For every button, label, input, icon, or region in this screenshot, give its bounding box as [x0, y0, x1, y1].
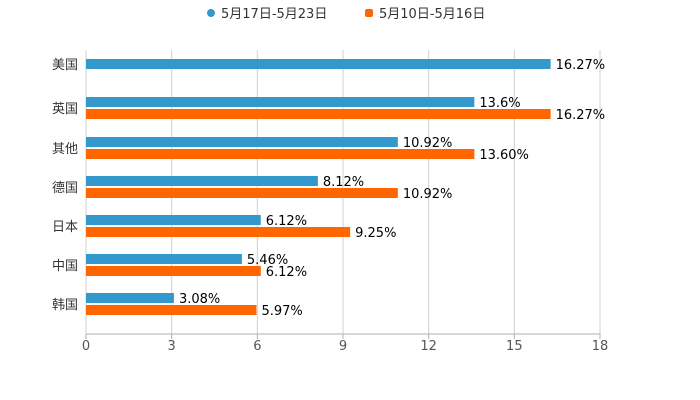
- bar-series-1[interactable]: [86, 254, 242, 264]
- data-label: 5.97%: [261, 304, 302, 319]
- legend-label-1: 5月17日-5月23日: [221, 7, 327, 22]
- data-label: 6.12%: [266, 214, 307, 229]
- legend-marker-1: [207, 9, 215, 17]
- bar-series-1[interactable]: [86, 59, 551, 69]
- legend-item-1[interactable]: 5月17日-5月23日: [207, 7, 327, 22]
- x-tick-label: 0: [82, 339, 90, 354]
- bar-series-2[interactable]: [86, 109, 551, 119]
- data-label: 9.25%: [355, 226, 396, 241]
- x-tick-label: 6: [253, 339, 261, 354]
- data-label: 8.12%: [323, 175, 364, 190]
- bar-series-1[interactable]: [86, 97, 475, 107]
- category-label: 中国: [52, 259, 78, 274]
- bar-series-2[interactable]: [86, 305, 257, 315]
- x-tick-label: 15: [506, 339, 523, 354]
- category-label: 英国: [52, 102, 78, 117]
- bar-series-2[interactable]: [86, 266, 261, 276]
- legend: 5月17日-5月23日 5月10日-5月16日: [207, 7, 485, 22]
- bar-series-1[interactable]: [86, 293, 174, 303]
- bar-series-1[interactable]: [86, 176, 318, 186]
- legend-marker-2: [365, 9, 373, 17]
- data-label: 3.08%: [179, 292, 220, 307]
- category-label: 日本: [52, 220, 78, 235]
- data-label: 5.46%: [247, 253, 288, 268]
- bar-series-2[interactable]: [86, 188, 398, 198]
- x-tick-label: 9: [339, 339, 347, 354]
- bar-series-1[interactable]: [86, 137, 398, 147]
- data-label: 10.92%: [403, 136, 453, 151]
- bar-series-1[interactable]: [86, 215, 261, 225]
- x-tick-label: 12: [420, 339, 437, 354]
- x-tick-label: 18: [592, 339, 609, 354]
- category-label: 韩国: [52, 298, 78, 313]
- bars: [86, 59, 551, 315]
- bar-series-2[interactable]: [86, 227, 351, 237]
- x-tick-label: 3: [168, 339, 176, 354]
- data-label: 13.60%: [479, 148, 529, 163]
- data-label: 16.27%: [556, 58, 606, 73]
- category-label: 其他: [52, 142, 78, 157]
- data-label: 10.92%: [403, 187, 453, 202]
- legend-item-2[interactable]: 5月10日-5月16日: [365, 7, 485, 22]
- data-label: 16.27%: [556, 108, 606, 123]
- data-label: 13.6%: [479, 96, 520, 111]
- bar-series-2[interactable]: [86, 149, 475, 159]
- category-label: 德国: [52, 181, 78, 196]
- legend-label-2: 5月10日-5月16日: [379, 7, 485, 22]
- data-label: 6.12%: [266, 265, 307, 280]
- category-label: 美国: [52, 58, 78, 73]
